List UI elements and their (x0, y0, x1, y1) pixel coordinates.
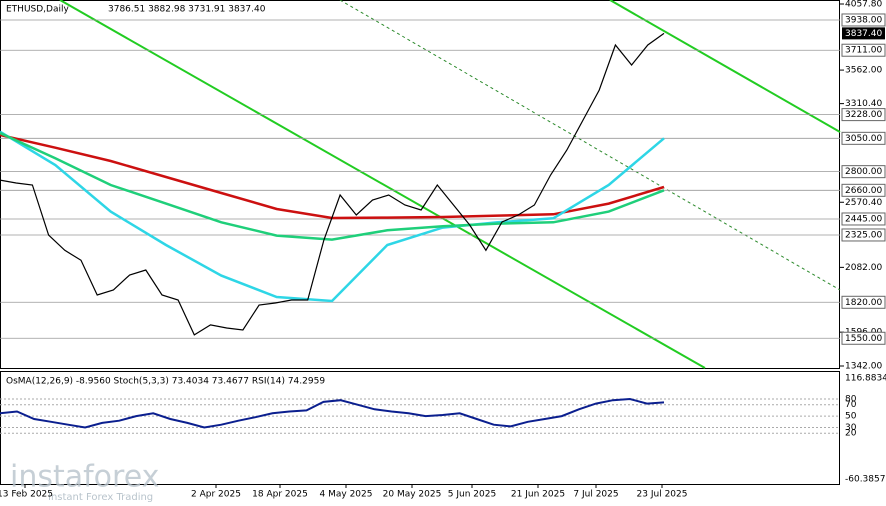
level-box (841, 13, 886, 27)
level-box (841, 295, 886, 309)
last-price-box (842, 27, 885, 40)
indicator-tick-label: 30 (845, 423, 857, 433)
last-price-label: 3837.40 (845, 29, 882, 39)
x-tick-label: 13 Feb 2025 (0, 490, 53, 500)
level-box (841, 228, 886, 242)
level-box (841, 43, 886, 57)
level-label: 3938.00 (845, 15, 882, 25)
trend-line (609, 0, 841, 133)
level-box (841, 212, 886, 226)
y-tick-label: 4057.80 (845, 0, 882, 10)
indicator-tick-label: 50 (845, 412, 857, 422)
series-line (0, 131, 665, 241)
level-label: 3228.00 (845, 110, 882, 120)
x-tick-label: 21 Jun 2025 (511, 490, 565, 500)
trend-line (59, 0, 706, 369)
indicator-title: OsMA(12,26,9) -8.9560 Stoch(5,3,3) 73.40… (6, 377, 325, 387)
level-box (841, 331, 886, 345)
level-box (841, 183, 886, 197)
y-tick-label: 1342.00 (845, 362, 882, 372)
indicator-tick-label: 80 (845, 395, 857, 405)
ohlc: 3786.51 3882.98 3731.91 3837.40 (108, 5, 266, 15)
level-label: 2800.00 (845, 167, 882, 177)
level-label: 2325.00 (845, 230, 882, 240)
series-line (0, 130, 665, 303)
x-tick-label: 7 Jul 2025 (573, 490, 618, 500)
series-line (0, 32, 665, 336)
level-box (841, 131, 886, 145)
indicator-tick-label: 20 (845, 429, 857, 439)
trend-channel (339, 0, 841, 291)
level-label: 2445.00 (845, 214, 882, 224)
level-label: 1550.00 (845, 334, 882, 344)
level-label: 2660.00 (845, 186, 882, 196)
x-tick-label: 23 Jul 2025 (637, 490, 688, 500)
y-tick-label: 2570.40 (845, 198, 882, 208)
indicator-tick-label: -60.3857 (845, 475, 885, 485)
watermark-tagline: Instant Forex Trading (48, 492, 153, 503)
level-box (841, 108, 886, 122)
x-tick-label: 20 May 2025 (383, 490, 442, 500)
y-tick-label: 3310.40 (845, 99, 882, 109)
y-tick-label: 3562.00 (845, 66, 882, 76)
level-label: 3050.00 (845, 134, 882, 144)
watermark: instaforex (10, 460, 159, 495)
y-tick-label: 2082.00 (845, 263, 882, 273)
indicator-tick-label: 70 (845, 400, 857, 410)
x-tick-label: 5 Jun 2025 (448, 490, 496, 500)
main-panel (0, 0, 840, 369)
level-label: 3711.00 (845, 46, 882, 56)
indicator-tick-label: 116.8834 (845, 374, 886, 384)
chart-title: ETHUSD,Daily (6, 5, 69, 15)
x-tick-label: 2 Apr 2025 (191, 490, 241, 500)
x-tick-label: 18 Apr 2025 (252, 490, 308, 500)
x-tick-label: 4 May 2025 (320, 490, 373, 500)
series-line (0, 397, 665, 429)
level-label: 1820.00 (845, 298, 882, 308)
level-box (841, 165, 886, 179)
